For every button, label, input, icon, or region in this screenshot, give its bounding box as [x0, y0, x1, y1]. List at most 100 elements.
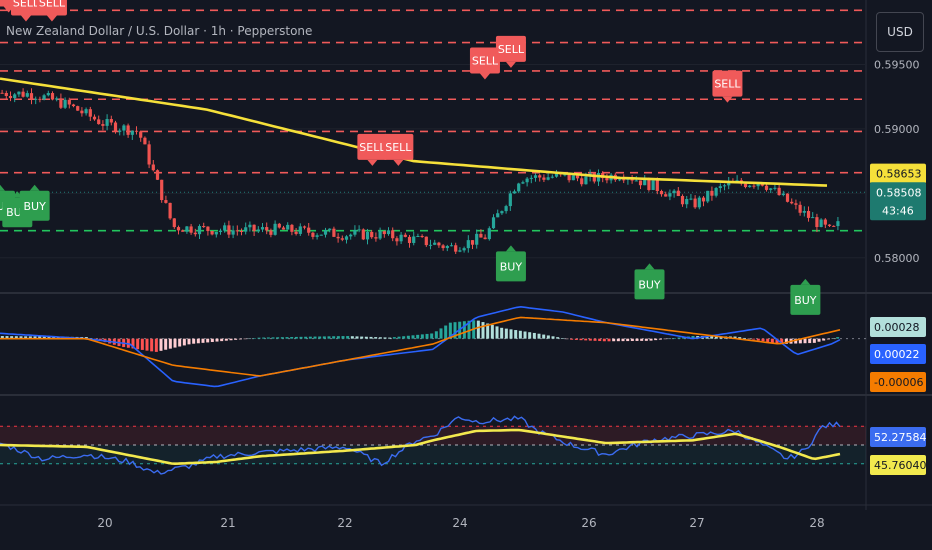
candle-body: [491, 217, 496, 229]
buy-signal-label: BUY: [794, 294, 817, 307]
candle-body: [756, 183, 760, 187]
macd-hist-bar: [266, 337, 270, 339]
candle-body: [718, 186, 722, 189]
candle-body: [781, 193, 785, 196]
macd-hist-bar: [668, 338, 672, 340]
macd-hist-bar: [584, 338, 588, 341]
candle-body: [445, 245, 449, 249]
candle-body: [533, 175, 538, 178]
candle-body: [701, 197, 706, 202]
candle-body: [269, 230, 273, 235]
candle-body: [319, 234, 323, 236]
macd-hist-bar: [28, 336, 32, 339]
rsi-value-tag-bg: [870, 455, 926, 475]
candle-body: [344, 236, 349, 240]
macd-hist-bar: [579, 338, 583, 341]
candle-body: [294, 231, 298, 234]
candle-body: [0, 92, 4, 94]
candle-body: [13, 94, 17, 99]
buy-signal-box: [790, 284, 821, 315]
buy-signal-label: BUY: [23, 200, 46, 213]
candle-body: [676, 190, 680, 197]
rsi-line: [0, 415, 841, 475]
macd-hist-bar: [635, 338, 639, 341]
macd-hist-bar: [374, 337, 378, 339]
macd-hist-bar: [616, 338, 620, 342]
currency-button[interactable]: USD: [876, 12, 924, 52]
macd-hist-bar: [285, 337, 289, 339]
candle-body: [706, 190, 710, 202]
macd-hist-bar: [392, 337, 396, 339]
candle-body: [592, 173, 596, 182]
candle-body: [80, 110, 84, 114]
macd-hist-bar: [430, 333, 434, 339]
buy-signal-pointer: [800, 278, 811, 285]
macd-hist-bar: [234, 338, 238, 340]
candle-body: [25, 93, 29, 97]
macd-hist-bar: [560, 338, 564, 339]
macd-hist-bar: [509, 329, 513, 339]
macd-hist-bar: [523, 331, 527, 339]
candle-body: [92, 116, 97, 120]
candle-body: [693, 198, 697, 208]
macd-hist-bar: [276, 337, 280, 339]
time-axis-tick: 21: [220, 516, 235, 530]
buy-signal-pointer: [0, 184, 5, 191]
candle-body: [823, 219, 827, 225]
candle-body: [38, 98, 42, 100]
candle-body: [168, 202, 172, 219]
macd-hist-bar: [369, 336, 373, 339]
macd-hist-bar: [663, 338, 667, 340]
candle-body: [252, 224, 256, 231]
macd-hist-bar: [602, 338, 606, 342]
candle-body: [353, 230, 357, 235]
candle-body: [210, 231, 214, 235]
candle-body: [97, 119, 101, 125]
candle-body: [727, 181, 731, 186]
macd-hist-bar: [322, 336, 326, 339]
sell-signal-box: [36, 0, 67, 16]
macd-hist-bar: [341, 336, 345, 339]
macd-hist-bar: [495, 326, 499, 339]
candle-body: [374, 237, 378, 239]
candle-body: [155, 170, 160, 180]
sell-signal-label: SELL: [39, 0, 66, 9]
sell-signal-box: [469, 47, 500, 74]
candle-body: [105, 119, 109, 126]
candle-body: [563, 174, 567, 176]
candle-body: [67, 99, 71, 105]
candle-body: [785, 193, 790, 202]
candles: [0, 88, 840, 255]
macd-hist-bar: [514, 330, 518, 339]
candle-body: [441, 245, 445, 249]
macd-hist-bar: [19, 336, 23, 339]
sell-signal-box: [10, 0, 41, 16]
candle-body: [508, 193, 512, 207]
candle-body: [714, 188, 718, 196]
macd-hist-bar: [350, 336, 354, 339]
macd-hist-bar: [38, 336, 42, 339]
candle-body: [8, 96, 13, 99]
sell-signal-pointer: [505, 61, 516, 68]
macd-hist-bar: [836, 337, 840, 339]
macd-hist-bar: [467, 320, 471, 339]
macd-hist-bar: [52, 336, 56, 339]
macd-hist-bar: [476, 320, 480, 339]
candle-body: [311, 232, 315, 237]
candle-body: [109, 119, 113, 123]
macd-hist-bar: [33, 336, 37, 339]
sell-signal-label: SELL: [385, 141, 412, 154]
candle-body: [239, 231, 244, 233]
candle-body: [764, 185, 769, 190]
candle-body: [832, 225, 836, 227]
macd-hist-bar: [313, 336, 317, 339]
macd-hist-bar: [654, 338, 658, 341]
sell-signal: SELL: [36, 0, 67, 22]
candle-body: [147, 144, 151, 165]
macd-hist-bar: [766, 338, 770, 342]
macd-hist-bar: [621, 338, 625, 342]
candle-body: [349, 234, 353, 237]
sell-signal-pointer: [479, 73, 490, 80]
macd-hist-bar: [588, 338, 592, 341]
time-axis-tick: 26: [581, 516, 596, 530]
